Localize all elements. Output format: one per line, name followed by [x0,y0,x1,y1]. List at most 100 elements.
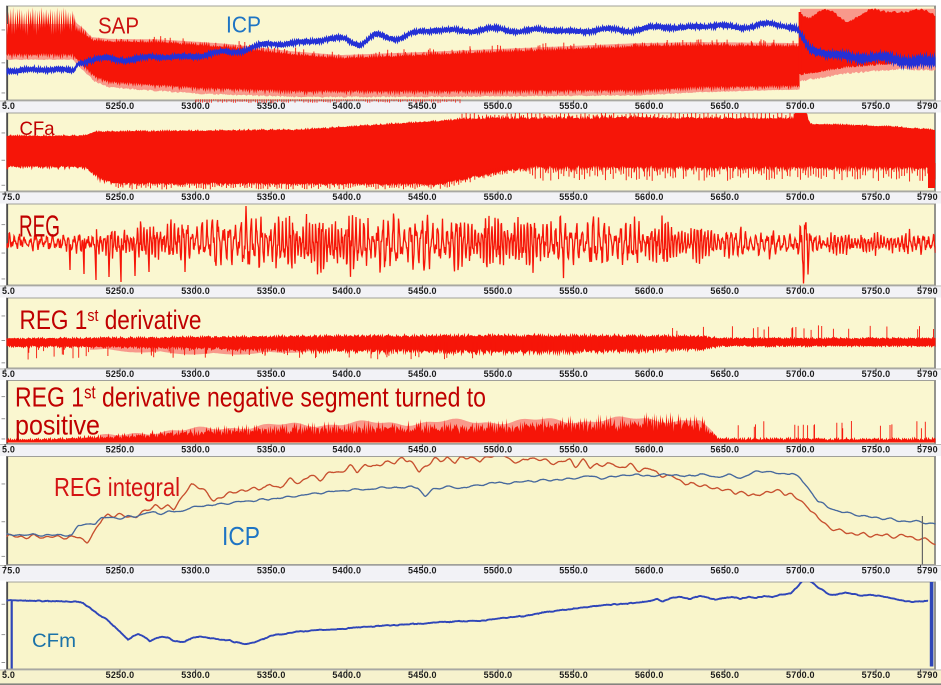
svg-text:SAP: SAP [98,13,139,39]
svg-text:5350.0: 5350.0 [257,566,286,576]
svg-text:5300.0: 5300.0 [181,286,210,296]
svg-text:5650.0: 5650.0 [710,369,739,379]
svg-text:5700.0: 5700.0 [786,369,815,379]
svg-text:5.0: 5.0 [2,445,15,455]
svg-text:5400.0: 5400.0 [332,670,361,680]
svg-text:5400.0: 5400.0 [332,445,361,455]
svg-text:5.0: 5.0 [2,369,15,379]
svg-text:5450.0: 5450.0 [408,369,437,379]
svg-text:5650.0: 5650.0 [710,566,739,576]
svg-text:CFa: CFa [20,118,55,140]
svg-text:5650.0: 5650.0 [710,101,739,111]
svg-text:5550.0: 5550.0 [559,445,588,455]
svg-text:5700.0: 5700.0 [786,670,815,680]
svg-text:5790: 5790 [917,192,938,202]
svg-text:ICP: ICP [222,521,260,551]
svg-text:5500.0: 5500.0 [484,369,513,379]
svg-text:5600.0: 5600.0 [635,566,664,576]
svg-text:5700.0: 5700.0 [786,101,815,111]
svg-text:75.0: 75.0 [2,192,20,202]
svg-text:5700.0: 5700.0 [786,566,815,576]
svg-text:5400.0: 5400.0 [332,566,361,576]
svg-text:5400.0: 5400.0 [332,192,361,202]
svg-text:5.0: 5.0 [2,101,15,111]
svg-text:5750.0: 5750.0 [862,369,891,379]
svg-text:5400.0: 5400.0 [332,286,361,296]
svg-text:5600.0: 5600.0 [635,192,664,202]
svg-text:5400.0: 5400.0 [332,101,361,111]
svg-text:5250.0: 5250.0 [106,670,135,680]
svg-text:5550.0: 5550.0 [559,566,588,576]
svg-text:5450.0: 5450.0 [408,566,437,576]
svg-text:5700.0: 5700.0 [786,192,815,202]
svg-text:5750.0: 5750.0 [862,192,891,202]
svg-text:5500.0: 5500.0 [484,192,513,202]
svg-text:5650.0: 5650.0 [710,445,739,455]
svg-text:5450.0: 5450.0 [408,101,437,111]
svg-text:CFm: CFm [32,630,76,652]
svg-text:5700.0: 5700.0 [786,286,815,296]
svg-text:5350.0: 5350.0 [257,445,286,455]
svg-text:5790: 5790 [917,445,938,455]
svg-text:5400.0: 5400.0 [332,369,361,379]
svg-text:5350.0: 5350.0 [257,369,286,379]
svg-text:5250.0: 5250.0 [106,192,135,202]
svg-text:5250.0: 5250.0 [106,566,135,576]
svg-text:5300.0: 5300.0 [181,101,210,111]
svg-text:REG: REG [19,209,60,244]
svg-text:5500.0: 5500.0 [484,566,513,576]
svg-text:5600.0: 5600.0 [635,445,664,455]
svg-text:5600.0: 5600.0 [635,286,664,296]
svg-text:5750.0: 5750.0 [862,286,891,296]
svg-text:5300.0: 5300.0 [181,192,210,202]
svg-text:5250.0: 5250.0 [106,445,135,455]
svg-text:ICP: ICP [226,12,261,38]
svg-text:5350.0: 5350.0 [257,286,286,296]
svg-text:5550.0: 5550.0 [559,286,588,296]
svg-text:5600.0: 5600.0 [635,369,664,379]
svg-text:5.0: 5.0 [2,286,15,296]
svg-text:5600.0: 5600.0 [635,101,664,111]
svg-text:5350.0: 5350.0 [257,670,286,680]
svg-text:5750.0: 5750.0 [862,445,891,455]
svg-text:5450.0: 5450.0 [408,445,437,455]
svg-text:5300.0: 5300.0 [181,445,210,455]
svg-text:5600.0: 5600.0 [635,670,664,680]
svg-text:5500.0: 5500.0 [484,286,513,296]
svg-text:5500.0: 5500.0 [484,101,513,111]
svg-text:5450.0: 5450.0 [408,192,437,202]
svg-text:5750.0: 5750.0 [862,566,891,576]
svg-text:5300.0: 5300.0 [181,369,210,379]
svg-text:5550.0: 5550.0 [559,670,588,680]
svg-text:REG 1st derivative: REG 1st derivative [20,305,202,335]
svg-text:5650.0: 5650.0 [710,192,739,202]
svg-text:75.0: 75.0 [2,566,20,576]
svg-text:5790: 5790 [917,566,938,576]
svg-text:5.0: 5.0 [2,670,15,680]
svg-text:5300.0: 5300.0 [181,670,210,680]
svg-text:5790: 5790 [917,286,938,296]
svg-text:5350.0: 5350.0 [257,101,286,111]
svg-text:5250.0: 5250.0 [106,369,135,379]
svg-text:5650.0: 5650.0 [710,286,739,296]
svg-text:5550.0: 5550.0 [559,369,588,379]
svg-text:5250.0: 5250.0 [106,101,135,111]
svg-text:5650.0: 5650.0 [710,670,739,680]
svg-text:5450.0: 5450.0 [408,670,437,680]
svg-text:5450.0: 5450.0 [408,286,437,296]
svg-text:5350.0: 5350.0 [257,192,286,202]
svg-text:5700.0: 5700.0 [786,445,815,455]
svg-text:5750.0: 5750.0 [862,101,891,111]
svg-text:5500.0: 5500.0 [484,670,513,680]
svg-text:5550.0: 5550.0 [559,192,588,202]
svg-text:5300.0: 5300.0 [181,566,210,576]
svg-text:5250.0: 5250.0 [106,286,135,296]
svg-text:5790: 5790 [917,670,938,680]
svg-text:5550.0: 5550.0 [559,101,588,111]
svg-text:5790: 5790 [917,101,938,111]
svg-text:5750.0: 5750.0 [862,670,891,680]
svg-text:5790: 5790 [917,369,938,379]
svg-text:5500.0: 5500.0 [484,445,513,455]
svg-text:positive: positive [15,410,100,441]
svg-text:REG integral: REG integral [54,472,180,502]
